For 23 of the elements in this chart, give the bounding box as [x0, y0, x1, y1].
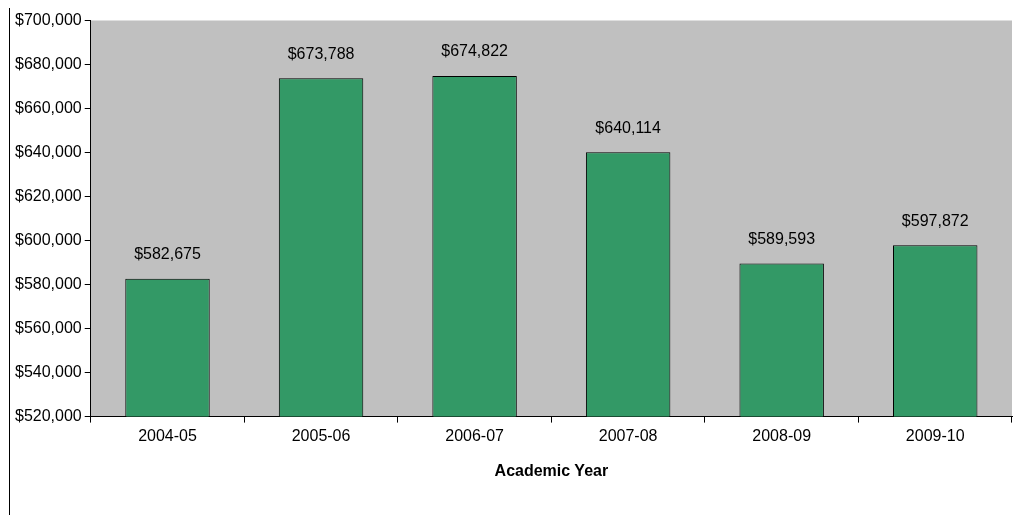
y-tick-label: $680,000 [15, 55, 82, 73]
data-label: $673,788 [287, 44, 355, 62]
data-label: $582,675 [134, 245, 201, 263]
x-tick-label: 2006-07 [445, 426, 505, 444]
y-tick-label: $600,000 [15, 231, 82, 249]
data-label: $640,114 [595, 118, 662, 136]
data-label: $674,822 [441, 42, 509, 60]
x-tick-label: 2005-06 [291, 426, 351, 444]
x-tick-label: 2008-09 [752, 426, 812, 444]
x-tick-label: 2009-10 [905, 426, 965, 444]
data-label: $597,872 [901, 211, 969, 229]
y-tick-label: $540,000 [15, 363, 82, 381]
x-tick-label: 2004-05 [138, 426, 197, 444]
y-tick-label: $580,000 [15, 275, 82, 293]
x-axis-title: Academic Year [494, 461, 609, 479]
y-tick-label: $640,000 [15, 143, 82, 161]
data-label: $589,593 [748, 229, 816, 247]
x-tick-label: 2007-08 [598, 426, 658, 444]
y-tick-label: $620,000 [15, 187, 82, 205]
y-tick-label: $560,000 [15, 319, 82, 337]
y-tick-label: $660,000 [15, 99, 82, 117]
y-tick-label: $700,000 [15, 11, 82, 29]
y-tick-label: $520,000 [15, 407, 82, 425]
